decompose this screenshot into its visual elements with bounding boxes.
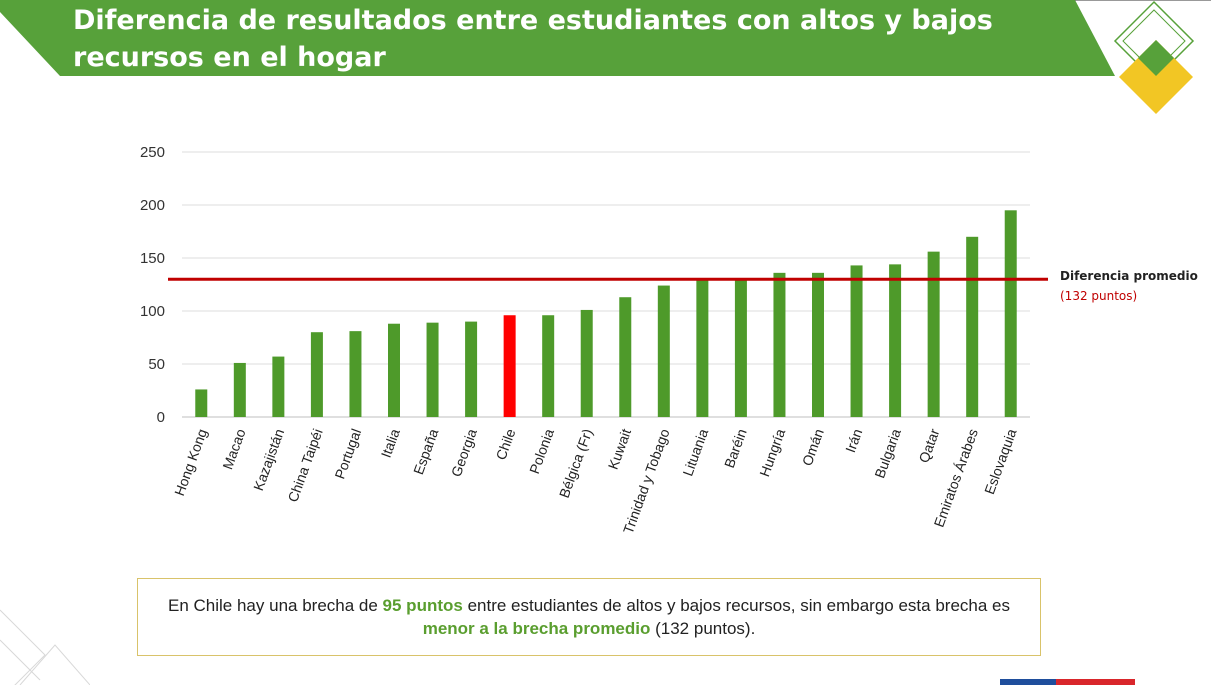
x-tick-label: Omán xyxy=(799,427,827,468)
bar-chart: 0 50 100 150 200 250 Hong Kong Macao Kazajistán… xyxy=(140,144,1048,536)
bar-5 xyxy=(349,331,362,417)
page-title: Diferencia de resultados entre estudiant… xyxy=(73,5,993,73)
x-tick-label: Kuwait xyxy=(605,426,634,471)
summary-highlight-gap: 95 puntos xyxy=(382,596,463,615)
reference-line-label: Diferencia promedio xyxy=(1060,269,1198,283)
y-tick-label: 150 xyxy=(140,250,165,267)
title-banner xyxy=(0,0,1211,76)
bar-4 xyxy=(310,332,323,417)
logo-green-diamond xyxy=(1138,40,1174,76)
y-axis-tick-labels: 0 50 100 150 200 250 xyxy=(140,144,165,426)
x-tick-label: Polonia xyxy=(526,426,557,476)
summary-part-1: En Chile hay una brecha de xyxy=(168,596,383,615)
bar-6 xyxy=(388,323,400,417)
x-tick-label: Qatar xyxy=(915,426,942,465)
summary-callout: En Chile hay una brecha de 95 puntos ent… xyxy=(137,578,1041,656)
bar-12 xyxy=(619,297,632,417)
flag-blue xyxy=(1000,679,1056,685)
bar-1 xyxy=(195,389,208,417)
bar-10 xyxy=(542,315,555,417)
bar-9 xyxy=(503,315,516,417)
bar-14 xyxy=(696,280,709,417)
x-tick-label: Macao xyxy=(219,426,248,471)
banner-shape xyxy=(0,0,1115,76)
bar-19 xyxy=(889,264,902,417)
bar-11 xyxy=(580,309,593,417)
y-tick-label: 250 xyxy=(140,144,165,161)
gridlines xyxy=(182,151,1030,418)
x-tick-label: Lituania xyxy=(679,426,711,478)
bar-7 xyxy=(426,322,439,417)
deco-line-3 xyxy=(19,644,90,685)
x-tick-label: Bélgica (Fr) xyxy=(556,427,596,500)
x-tick-label: Portugal xyxy=(331,427,364,481)
bar-20 xyxy=(927,251,940,417)
x-tick-label: España xyxy=(410,426,441,476)
x-tick-label: Irán xyxy=(842,427,865,455)
y-tick-label: 0 xyxy=(157,409,165,426)
flag-red xyxy=(1056,679,1135,685)
x-tick-label: Bulgaria xyxy=(871,426,904,480)
logo-yellow-diamond xyxy=(1119,40,1193,114)
bar-13 xyxy=(657,285,670,417)
logo xyxy=(1113,0,1195,114)
x-tick-label: Georgia xyxy=(448,426,480,478)
summary-highlight-comparison: menor a la brecha promedio xyxy=(422,619,651,638)
bar-3 xyxy=(272,356,285,417)
bar-15 xyxy=(734,279,747,417)
flag-stripe xyxy=(1000,679,1135,685)
bar-2 xyxy=(233,362,246,417)
deco-line-2 xyxy=(0,639,41,681)
bar-17 xyxy=(812,272,824,417)
summary-text: En Chile hay una brecha de 95 puntos ent… xyxy=(168,594,1010,640)
corner-decoration xyxy=(0,609,90,685)
bar-21 xyxy=(966,236,979,417)
summary-part-3: (132 puntos). xyxy=(650,619,756,638)
reference-line-value: (132 puntos) xyxy=(1060,289,1138,303)
x-tick-label: Baréin xyxy=(721,427,750,471)
x-tick-label: Italia xyxy=(378,426,403,459)
x-tick-label: Chile xyxy=(493,426,519,462)
y-tick-label: 50 xyxy=(148,356,165,373)
summary-part-2: entre estudiantes de altos y bajos recur… xyxy=(462,596,1010,615)
bar-8 xyxy=(465,321,478,417)
x-tick-label: Hungría xyxy=(756,426,788,478)
x-tick-label: Kazajistán xyxy=(250,427,287,493)
x-tick-label: Eslovaquia xyxy=(981,426,1020,496)
x-tick-label: China Taipéi xyxy=(284,427,325,505)
x-tick-label: Hong Kong xyxy=(171,427,210,498)
bar-16 xyxy=(773,272,786,417)
y-tick-label: 100 xyxy=(140,303,165,320)
bar-18 xyxy=(850,265,863,417)
bar-22 xyxy=(1004,210,1017,417)
deco-line-1 xyxy=(0,609,46,685)
bars xyxy=(195,210,1017,417)
y-tick-label: 200 xyxy=(140,197,165,214)
